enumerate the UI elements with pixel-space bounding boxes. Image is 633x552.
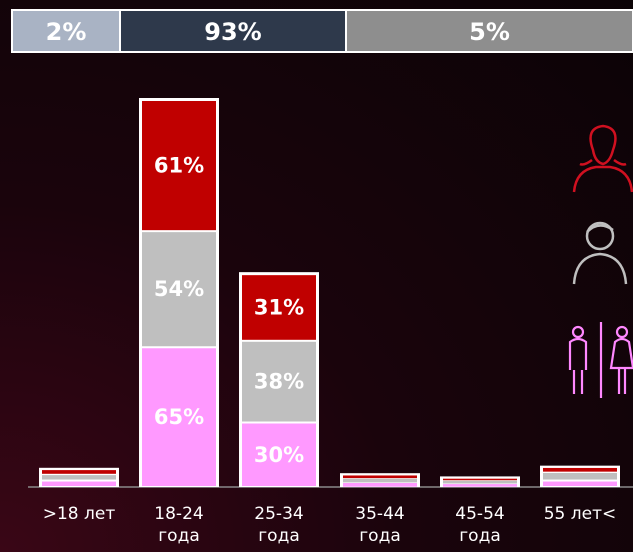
share-label: 93% <box>204 18 261 46</box>
category-label: 25-34 года <box>254 504 304 546</box>
bar-label: 38% <box>254 370 304 394</box>
bar-segment <box>543 467 617 472</box>
bar-segment <box>42 470 116 474</box>
bar-segment <box>142 348 216 486</box>
share-label: 2% <box>46 18 87 46</box>
bar-label: 54% <box>154 277 204 301</box>
category-label: 18-24 года <box>154 504 204 546</box>
category-label: 45-54 года <box>455 504 505 546</box>
category-label: >18 лет <box>42 504 116 524</box>
bar-segment <box>242 341 316 422</box>
bar-segment <box>443 478 517 481</box>
category-label: 35-44 года <box>355 504 405 546</box>
male-icon <box>572 221 628 285</box>
bar-label: 61% <box>154 154 204 178</box>
bar-segment <box>42 475 116 480</box>
female-icon <box>572 124 633 193</box>
couple-icon <box>568 322 633 398</box>
share-segment <box>11 9 121 53</box>
bar-segment <box>142 101 216 231</box>
bar-segment <box>343 475 417 479</box>
category-label: 55 лет< <box>543 504 617 524</box>
bar-segment <box>42 481 116 486</box>
bar-segment <box>543 472 617 480</box>
bar-segment <box>343 483 417 487</box>
bar-segment <box>343 478 417 483</box>
bar-label: 30% <box>254 443 304 467</box>
bar-segment <box>242 423 316 486</box>
bar-segment <box>142 232 216 347</box>
share-label: 5% <box>469 18 510 46</box>
bar-segment <box>543 481 617 486</box>
bar-label: 31% <box>254 295 304 319</box>
bar-segment <box>242 275 316 340</box>
bar-label: 65% <box>154 405 204 429</box>
bar-segment <box>443 480 517 484</box>
bar-segment <box>443 484 517 487</box>
share-segment <box>345 9 633 53</box>
